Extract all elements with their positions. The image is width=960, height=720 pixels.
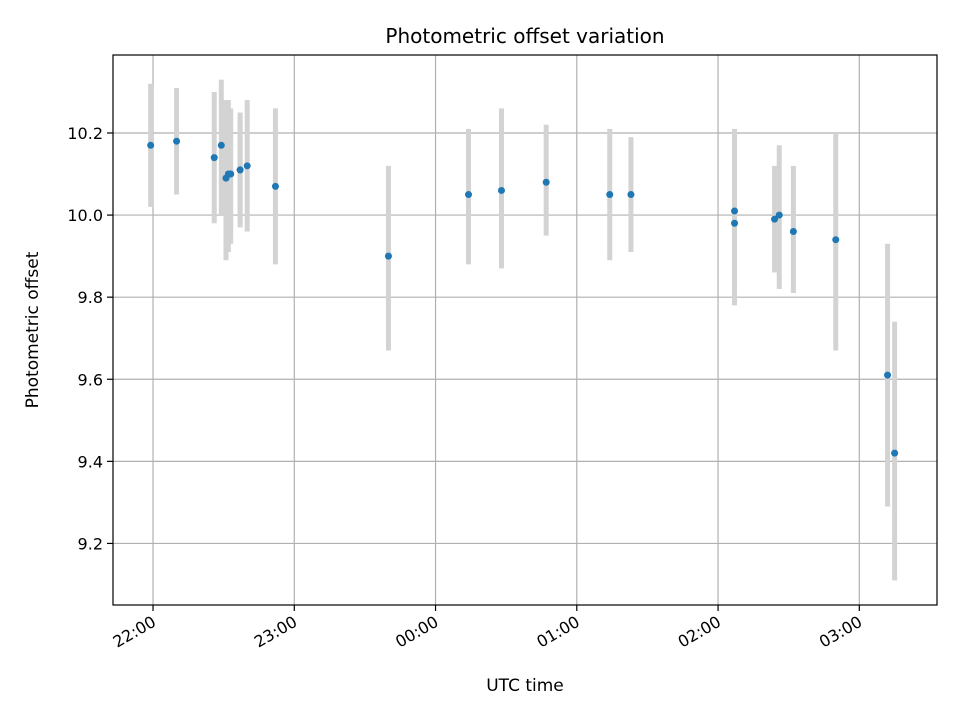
- data-point: [891, 449, 899, 457]
- y-axis-label: Photometric offset: [23, 251, 43, 408]
- data-point: [627, 191, 635, 199]
- data-point: [217, 141, 225, 149]
- data-point: [775, 211, 783, 219]
- y-tick-label: 9.6: [78, 370, 103, 389]
- y-tick-label: 10.2: [67, 124, 103, 143]
- data-point: [771, 215, 779, 223]
- data-point: [271, 182, 279, 190]
- chart-title: Photometric offset variation: [385, 24, 664, 48]
- data-point: [832, 236, 840, 244]
- grid: [113, 55, 937, 605]
- plot-frame: [112, 54, 938, 606]
- data-point: [236, 166, 244, 174]
- y-tick-label: 9.8: [78, 288, 103, 307]
- data-point: [210, 154, 218, 162]
- data-point: [731, 207, 739, 215]
- data-point: [384, 252, 392, 260]
- x-axis-label: UTC time: [486, 676, 564, 696]
- data-point: [497, 186, 505, 194]
- data-point: [542, 178, 550, 186]
- data-point: [731, 219, 739, 227]
- data-point: [884, 371, 892, 379]
- data-point: [464, 191, 472, 199]
- data-point: [173, 137, 181, 145]
- data-point: [789, 227, 797, 235]
- y-tick-label: 9.4: [78, 452, 103, 471]
- data-point: [243, 162, 251, 170]
- data-point: [227, 170, 235, 178]
- data-points: [147, 137, 899, 457]
- y-axis-ticks: 9.2 9.4 9.6 9.8 10.0 10.2: [67, 124, 113, 553]
- data-point: [147, 141, 155, 149]
- y-tick-label: 9.2: [78, 534, 103, 553]
- data-point: [606, 191, 614, 199]
- y-tick-label: 10.0: [67, 206, 103, 225]
